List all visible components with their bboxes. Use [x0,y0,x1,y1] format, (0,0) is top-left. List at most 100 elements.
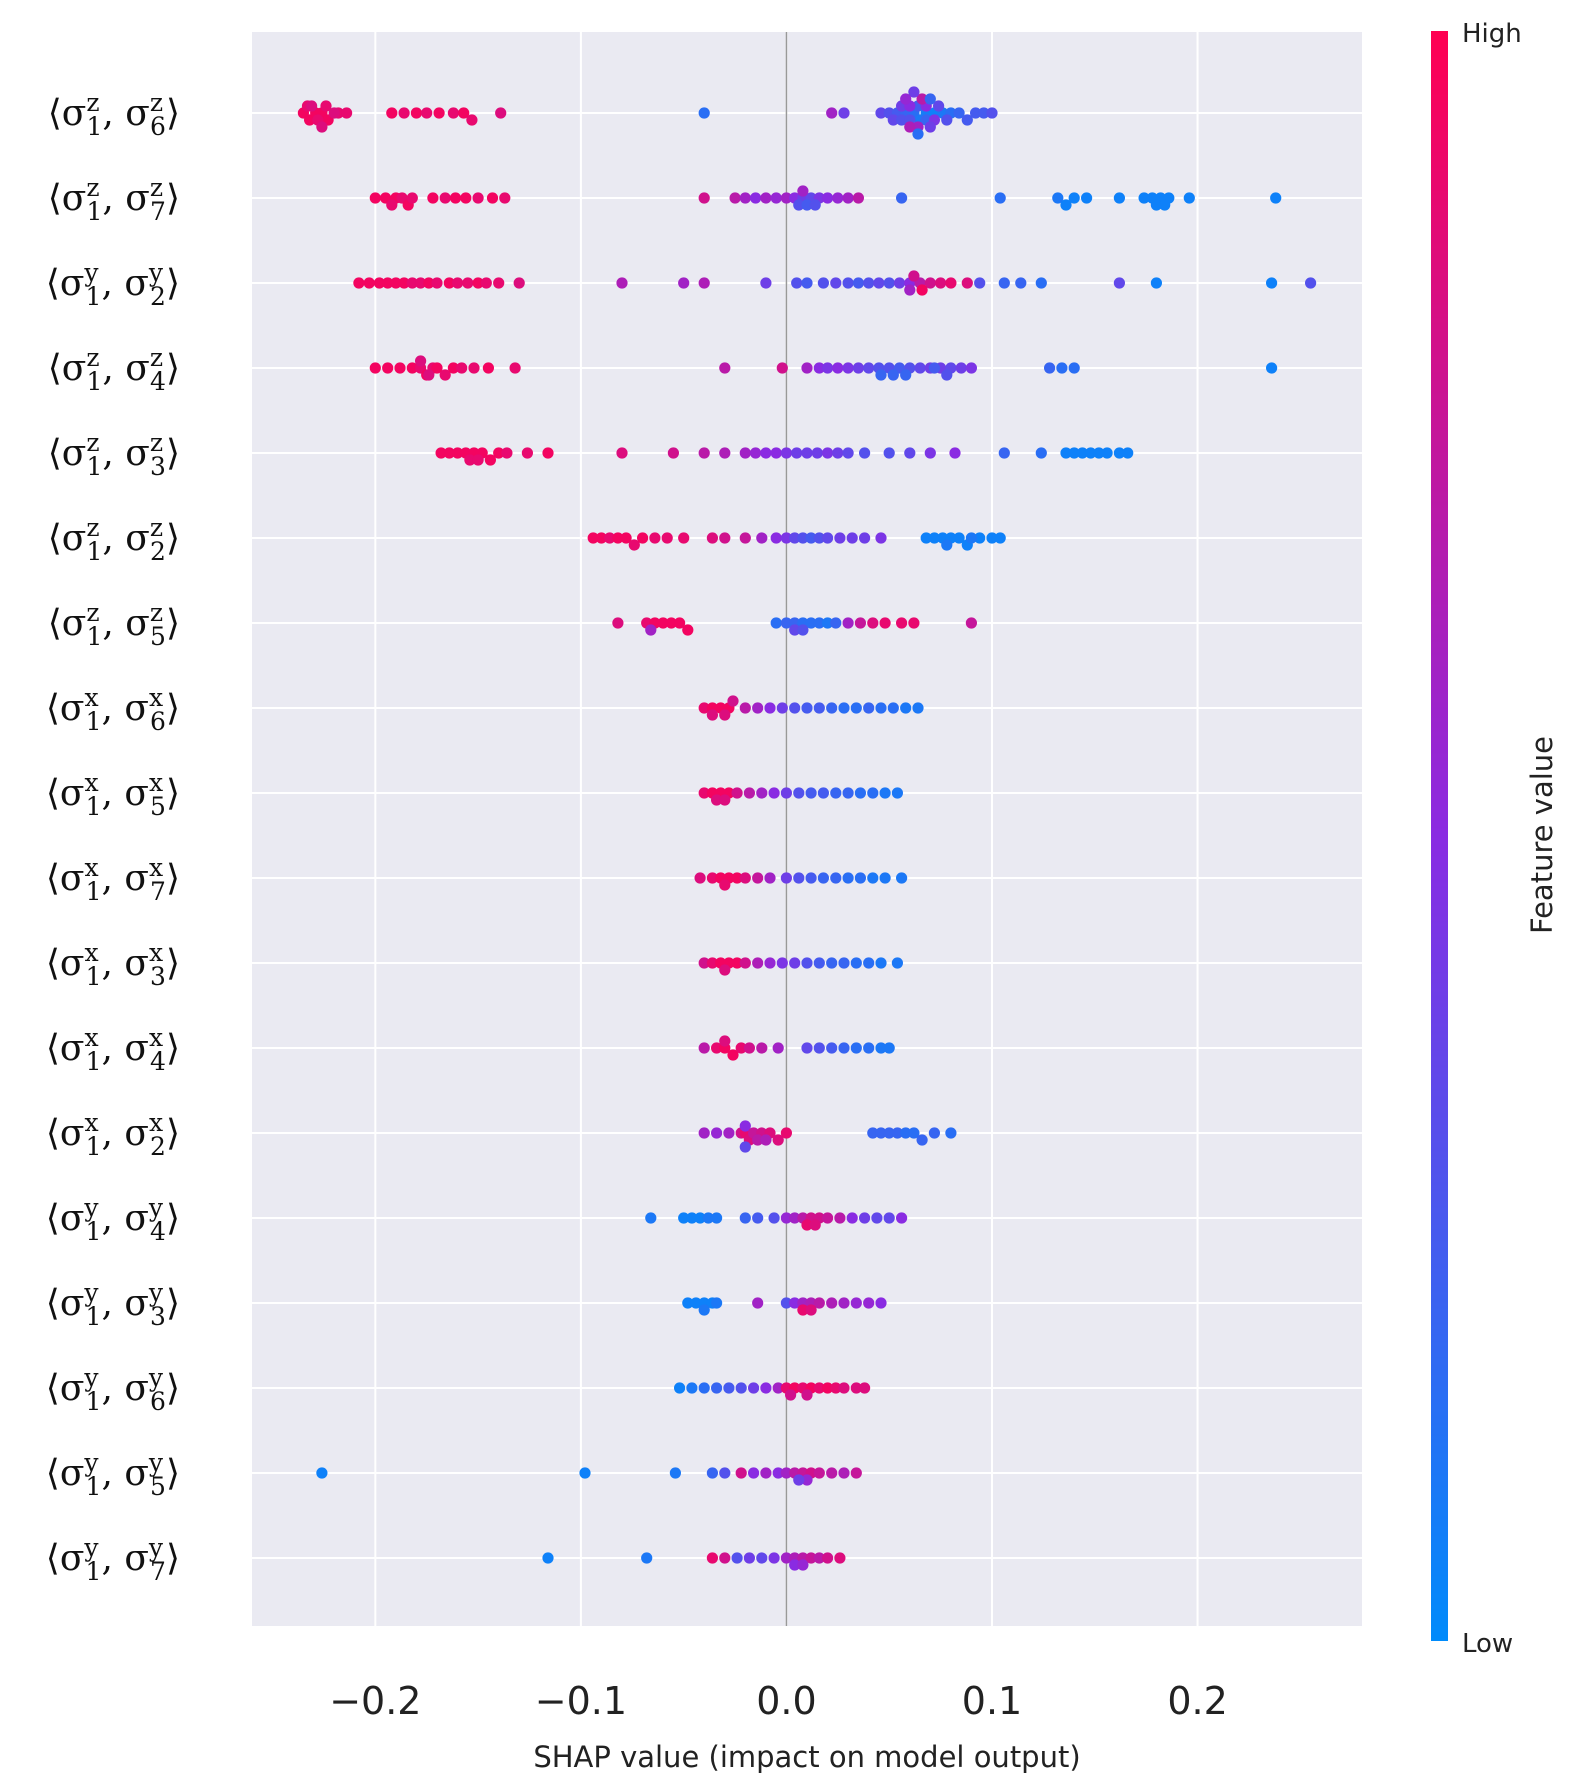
shap-point [443,277,455,289]
shap-point [970,107,982,119]
shap-point [801,1389,813,1401]
shap-point [863,702,875,714]
shap-point [900,702,912,714]
shap-point [780,1552,793,1564]
shap-point [735,1382,747,1394]
shap-point [756,1552,768,1564]
shap-point [472,192,484,204]
feature-label: ⟨σz 1, σz 4⟩ [48,343,180,396]
label-part-post: ⟩ [166,1368,180,1409]
shap-point [719,879,731,891]
label-part-a: x [84,768,98,797]
shap-point [789,624,801,636]
shap-point [883,447,895,459]
label-part-pre: ⟨σ [48,518,87,559]
shap-point [645,1212,657,1224]
shap-point [780,1467,793,1479]
shap-point [801,1474,813,1486]
label-part-c: z [150,513,163,542]
shap-point [382,277,394,289]
shap-point [941,114,953,126]
shap-point [316,1467,328,1479]
shap-point [893,277,906,289]
shap-point [838,1382,850,1394]
shap-point [649,532,661,544]
label-part-d: 2 [150,537,166,566]
shap-point [817,872,830,884]
label-part-a: y [83,1278,99,1307]
shap-point [780,1297,793,1309]
plot-background [252,32,1362,1626]
label-part-pre: ⟨σ [46,1453,85,1494]
label-part-a: x [84,683,98,712]
shap-point [1305,277,1317,289]
shap-point [789,1212,801,1224]
label-part-mid: , σ [102,603,149,644]
shap-point [770,532,782,544]
label-part-post: ⟩ [166,688,180,729]
shap-point [896,872,908,884]
shap-point [822,532,834,544]
shap-point [801,1219,813,1231]
shap-point [875,1042,887,1054]
label-part-b: 1 [87,197,103,226]
shap-point [341,107,353,119]
shap-point [801,277,813,289]
shap-point [994,192,1006,204]
feature-row-z15 [612,617,978,636]
shap-point [830,787,842,799]
shap-point [838,1297,850,1309]
shap-point [850,1042,862,1054]
shap-point [665,617,677,629]
shap-point [863,1297,875,1309]
shap-point [780,617,793,629]
shap-point [801,1042,813,1054]
feature-row-x12 [698,1120,957,1153]
label-part-mid: , σ [101,1453,148,1494]
shap-point [739,192,751,204]
shap-point [838,1042,850,1054]
shap-point [752,1212,764,1224]
shap-point [719,964,731,976]
x-tick-labels: −0.2 −0.1 0.0 0.1 0.2 [329,1679,1228,1723]
shap-point [698,957,710,969]
label-part-mid: , σ [102,348,149,389]
shap-point [813,532,825,544]
shap-point [822,192,834,204]
label-part-b: 1 [86,962,102,991]
shap-point [731,957,743,969]
shap-point [706,532,719,544]
shap-point [978,107,990,119]
label-part-mid: , σ [101,1283,148,1324]
shap-point [873,277,885,289]
x-tick-label: 0.1 [962,1679,1022,1723]
shap-point [373,277,385,289]
label-part-c: x [149,683,163,712]
label-part-pre: ⟨σ [46,1538,85,1579]
label-part-a: z [86,513,99,542]
feature-label: ⟨σx 1, σx 7⟩ [46,853,180,906]
label-part-b: 1 [87,452,103,481]
x-tick-label: −0.2 [329,1679,421,1723]
shap-point [826,1297,838,1309]
shap-point [493,277,505,289]
colorbar-low-label: Low [1462,1629,1513,1659]
shap-point [772,1042,784,1054]
shap-point [850,702,862,714]
shap-point [822,1552,834,1564]
shap-point [752,702,764,714]
label-part-post: ⟩ [166,858,180,899]
shap-point [735,1467,747,1479]
label-part-post: ⟩ [166,1283,180,1324]
label-part-pre: ⟨σ [48,178,87,219]
shap-point [924,277,936,289]
shap-point [706,957,719,969]
feature-row-z12 [587,532,1006,551]
shap-point [809,1219,821,1231]
shap-point [875,702,887,714]
shap-point [961,114,973,126]
shap-point [711,794,723,806]
shap-point [780,1212,793,1224]
feature-label: ⟨σx 1, σx 5⟩ [46,768,180,821]
label-part-a: z [86,88,99,117]
